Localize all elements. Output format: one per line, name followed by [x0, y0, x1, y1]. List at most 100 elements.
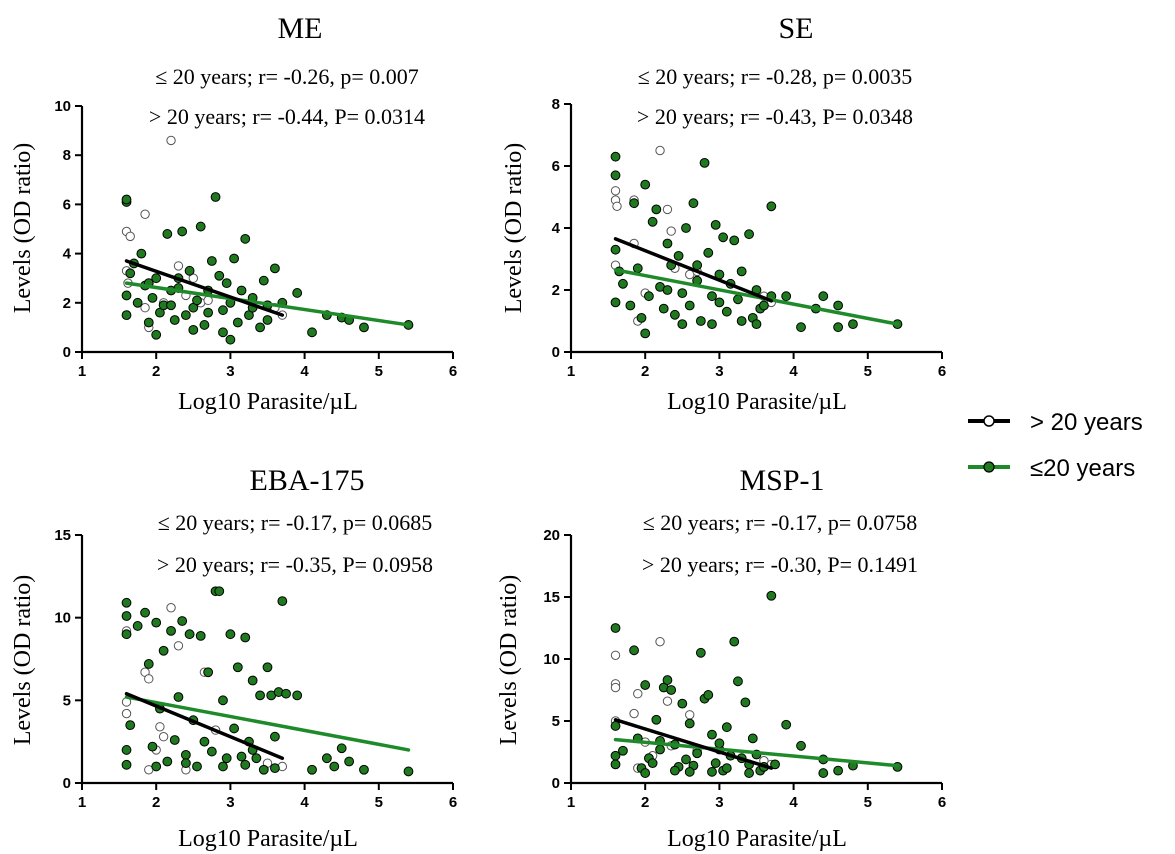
- point-younger: [707, 319, 717, 330]
- point-younger: [151, 761, 162, 772]
- point-younger: [214, 270, 225, 281]
- point-younger: [651, 204, 662, 215]
- y-tick-label: 2: [63, 295, 71, 312]
- point-younger: [692, 748, 703, 759]
- legend-item-young: ≤20 years: [968, 455, 1135, 482]
- fit-line-older: [124, 691, 285, 760]
- point-younger: [625, 300, 636, 311]
- point-younger: [307, 327, 317, 338]
- point-younger: [740, 697, 751, 708]
- panel-title: SE: [778, 12, 813, 45]
- point-younger: [729, 636, 740, 647]
- legend-label-old: > 20 years: [1030, 409, 1143, 436]
- panel-title: ME: [278, 12, 323, 45]
- panel-title: MSP-1: [739, 464, 824, 497]
- point-younger: [236, 285, 247, 296]
- x-tick-label: 3: [226, 794, 234, 811]
- point-younger: [618, 745, 628, 756]
- x-tick-label: 1: [567, 794, 575, 811]
- point-younger: [169, 315, 180, 325]
- point-younger: [733, 294, 743, 305]
- point-younger: [651, 714, 662, 725]
- point-younger: [833, 322, 844, 333]
- point-younger: [240, 632, 251, 643]
- point-younger: [662, 238, 673, 249]
- stat-young: ≤ 20 years; r= -0.28, p= 0.0035: [638, 64, 913, 89]
- y-axis-title: Levels (OD ratio): [10, 575, 36, 746]
- point-younger: [721, 763, 732, 774]
- x-tick-label: 6: [449, 794, 457, 811]
- point-younger: [240, 233, 251, 244]
- point-younger: [173, 692, 184, 702]
- point-younger: [669, 765, 680, 776]
- point-older: [173, 641, 184, 651]
- point-younger: [140, 607, 150, 618]
- point-younger: [258, 275, 269, 286]
- y-tick-label: 0: [63, 775, 71, 792]
- point-younger: [710, 220, 721, 230]
- point-younger: [833, 765, 844, 776]
- point-older: [166, 603, 176, 613]
- point-younger: [162, 229, 173, 239]
- point-younger: [703, 690, 714, 700]
- point-younger: [229, 253, 240, 264]
- x-tick-label: 5: [375, 363, 383, 380]
- y-tick-label: 0: [63, 344, 71, 361]
- x-tick-label: 2: [152, 794, 160, 811]
- x-tick-label: 4: [300, 794, 309, 811]
- x-tick-label: 3: [715, 794, 723, 811]
- legend-marker-old: [983, 415, 995, 427]
- y-tick-label: 6: [63, 196, 71, 213]
- stat-old: > 20 years; r= -0.44, P= 0.0314: [149, 104, 425, 129]
- y-tick-label: 8: [552, 96, 560, 113]
- point-younger: [192, 295, 202, 306]
- point-younger: [662, 285, 673, 295]
- point-younger: [610, 721, 621, 731]
- plot-area: 0 5 10 15 1 2 3 4 5 6: [54, 527, 457, 811]
- point-younger: [744, 768, 754, 778]
- point-younger: [747, 733, 758, 744]
- point-younger: [751, 319, 762, 330]
- x-axis-title: Log10 Parasite/µL: [667, 389, 847, 415]
- y-tick-label: 10: [54, 610, 71, 627]
- point-younger: [677, 319, 688, 330]
- point-younger: [218, 761, 228, 772]
- x-tick-label: 1: [78, 363, 86, 380]
- point-younger: [180, 758, 191, 769]
- point-younger: [232, 662, 243, 673]
- x-axis-title: Log10 Parasite/µL: [178, 389, 358, 415]
- point-younger: [684, 300, 695, 311]
- y-tick-label: 8: [63, 147, 71, 164]
- y-tick-label: 0: [552, 775, 560, 792]
- x-tick-label: 4: [789, 363, 798, 380]
- point-older: [125, 231, 135, 242]
- point-younger: [759, 300, 769, 311]
- point-younger: [640, 328, 651, 339]
- point-younger: [232, 317, 243, 328]
- point-older: [121, 708, 132, 719]
- y-tick-label: 2: [552, 282, 560, 299]
- point-younger: [344, 756, 355, 767]
- point-younger: [710, 758, 721, 769]
- point-younger: [781, 291, 792, 302]
- point-younger: [218, 305, 228, 316]
- point-younger: [218, 327, 228, 338]
- point-younger: [610, 151, 621, 162]
- x-tick-label: 6: [449, 363, 457, 380]
- point-younger: [121, 629, 132, 640]
- point-younger: [210, 192, 221, 202]
- y-tick-label: 10: [543, 651, 560, 668]
- point-older: [666, 226, 676, 236]
- point-younger: [270, 263, 280, 274]
- point-older: [612, 201, 622, 212]
- point-older: [655, 636, 665, 647]
- x-tick-label: 3: [715, 363, 723, 380]
- x-tick-label: 1: [567, 363, 575, 380]
- point-younger: [132, 621, 143, 631]
- point-younger: [225, 629, 236, 640]
- point-younger: [610, 244, 621, 255]
- point-younger: [218, 695, 228, 706]
- point-younger: [203, 307, 214, 318]
- x-tick-label: 5: [864, 363, 872, 380]
